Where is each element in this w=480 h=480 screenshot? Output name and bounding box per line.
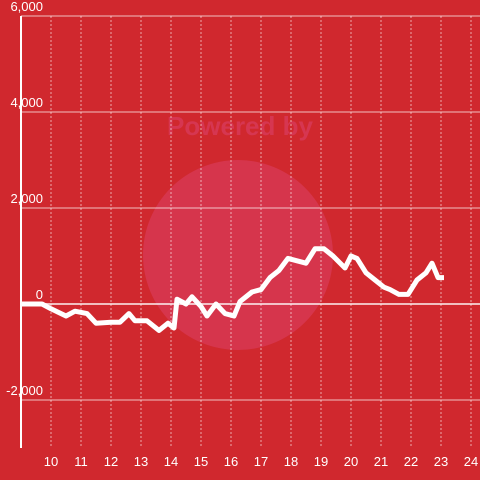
x-tick-label: 24 [464, 454, 478, 469]
x-tick-label: 18 [284, 454, 298, 469]
data-line [21, 246, 444, 333]
x-tick-label: 22 [404, 454, 418, 469]
x-tick-label: 10 [44, 454, 58, 469]
y-tick-label: 4,000 [10, 95, 43, 110]
watermark: Powered by [167, 111, 313, 141]
y-tick-label: 0 [36, 287, 43, 302]
y-tick-label: 2,000 [10, 191, 43, 206]
x-tick-label: 16 [224, 454, 238, 469]
x-tick-label: 13 [134, 454, 148, 469]
x-tick-label: 14 [164, 454, 178, 469]
x-tick-label: 23 [434, 454, 448, 469]
y-tick-label: 6,000 [10, 0, 43, 14]
x-tick-label: 11 [74, 454, 88, 469]
x-tick-label: 21 [374, 454, 388, 469]
x-tick-label: 20 [344, 454, 358, 469]
x-tick-label: 12 [104, 454, 118, 469]
y-tick-label: -2,000 [6, 383, 43, 398]
x-tick-label: 19 [314, 454, 328, 469]
x-tick-label: 15 [194, 454, 208, 469]
x-tick-label: 17 [254, 454, 268, 469]
